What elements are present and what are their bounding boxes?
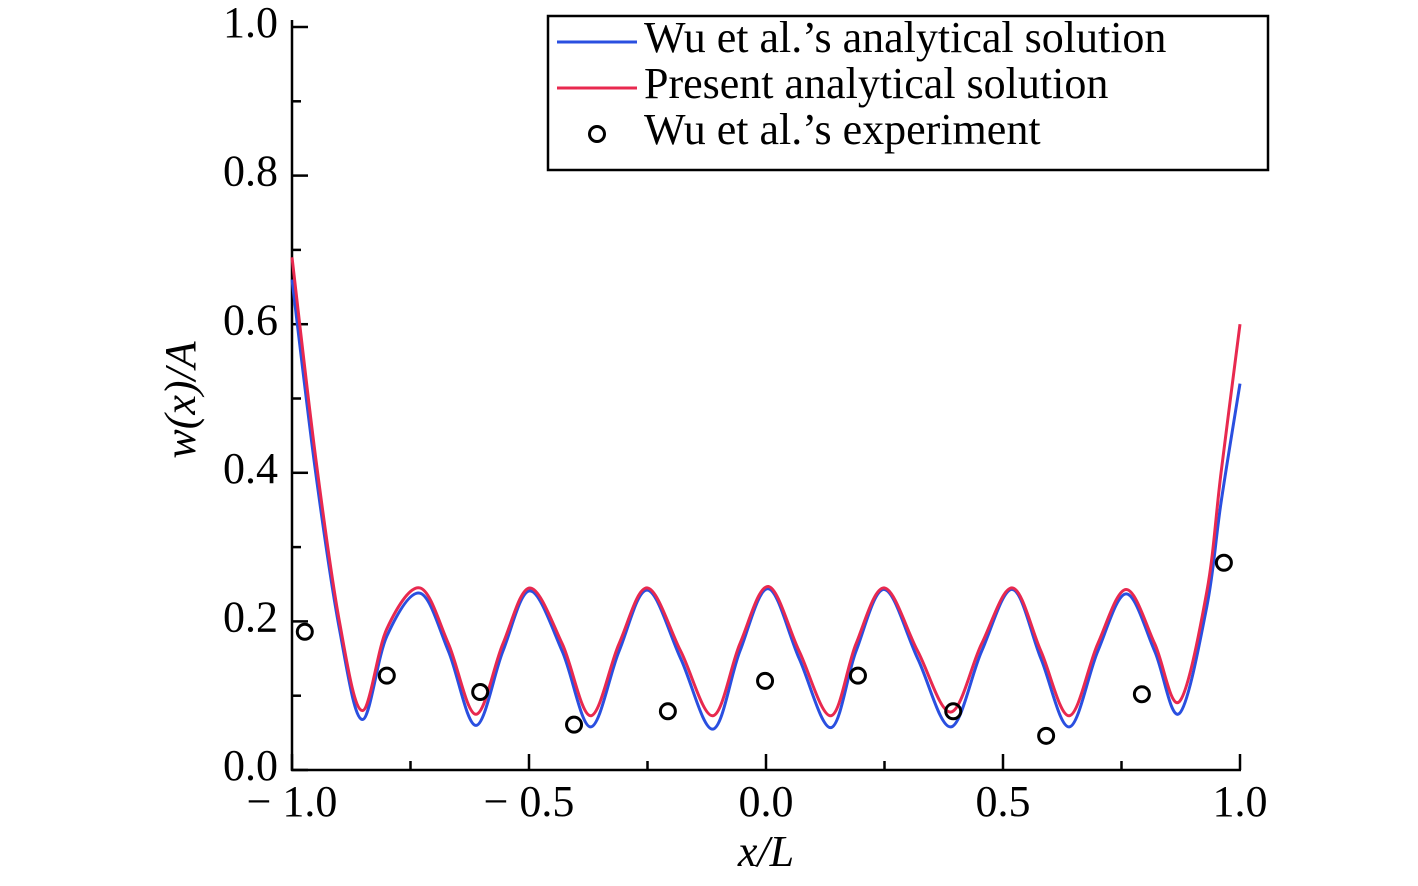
line-series bbox=[290, 279, 1242, 731]
scatter-point bbox=[295, 622, 314, 641]
y-tick-label: 0.8 bbox=[223, 147, 278, 196]
x-tick-label: − 0.5 bbox=[484, 777, 575, 826]
y-tick-label: 0.2 bbox=[223, 592, 278, 641]
y-tick-label: 0.0 bbox=[223, 741, 278, 790]
scatter-point bbox=[756, 671, 775, 690]
x-tick-label: 1.0 bbox=[1213, 777, 1268, 826]
legend-label: Present analytical solution bbox=[644, 59, 1108, 108]
x-tick-label: − 1.0 bbox=[247, 777, 338, 826]
line-series bbox=[290, 257, 1242, 718]
scatter-point bbox=[944, 702, 963, 721]
y-tick-label: 1.0 bbox=[223, 0, 278, 47]
scatter-point bbox=[1132, 685, 1151, 704]
legend-label: Wu et al.’s experiment bbox=[644, 105, 1041, 154]
y-tick-label: 0.6 bbox=[223, 295, 278, 344]
scatter-point bbox=[565, 715, 584, 734]
scatter-point bbox=[1037, 726, 1056, 745]
legend-marker bbox=[588, 125, 606, 143]
y-tick-label: 0.4 bbox=[223, 444, 278, 493]
legend-label: Wu et al.’s analytical solution bbox=[644, 13, 1166, 62]
x-axis-label: x/L bbox=[737, 827, 794, 876]
x-tick-label: 0.5 bbox=[976, 777, 1031, 826]
y-axis-label: w(x)/A bbox=[156, 340, 205, 458]
scatter-point bbox=[658, 702, 677, 721]
scatter-point bbox=[377, 666, 396, 685]
scatter-point bbox=[471, 682, 490, 701]
scatter-point bbox=[848, 666, 867, 685]
scatter-point bbox=[1214, 553, 1233, 572]
legend-box bbox=[546, 14, 1270, 172]
x-tick-label: 0.0 bbox=[739, 777, 794, 826]
